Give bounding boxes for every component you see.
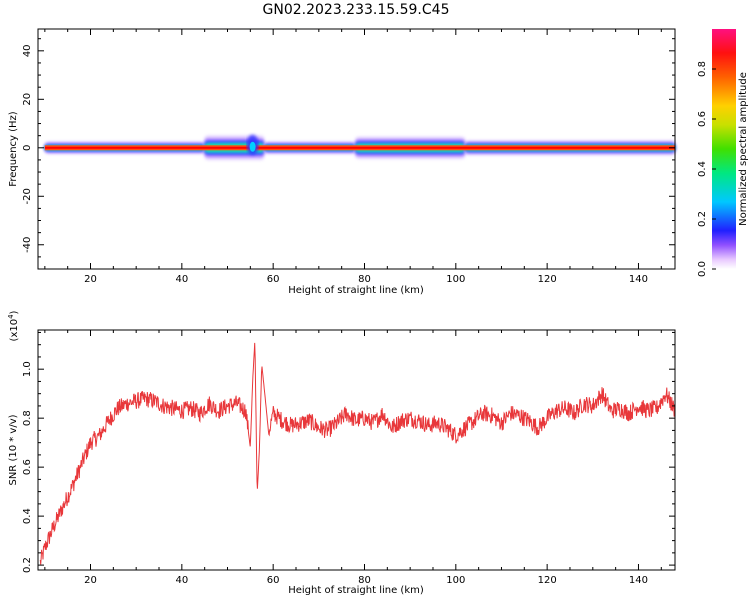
colorbar-ticks: 0.0 0.2 0.4 0.6 0.8 xyxy=(697,61,716,277)
colorbar-tick-label: 0.4 xyxy=(697,161,708,177)
snr-xtick-label: 80 xyxy=(358,575,371,586)
colorbar-tick-label: 0.0 xyxy=(697,261,708,277)
colorbar-label: Normalized spectral amplitude xyxy=(738,72,749,226)
snr-ytick-label: 0.8 xyxy=(22,410,33,426)
snr-xticks: 20 40 60 80 100 120 140 xyxy=(44,330,662,586)
colorbar-gradient xyxy=(712,29,736,269)
snr-xtick-label: 20 xyxy=(84,575,97,586)
snr-multiplier-base: (x10 xyxy=(9,319,20,342)
spectrogram-ylabel: Frequency (Hz) xyxy=(8,111,19,187)
colorbar-tick-label: 0.6 xyxy=(697,111,708,127)
spectrogram-xtick-label: 60 xyxy=(267,274,280,285)
spectrogram-ytick-label: -20 xyxy=(22,188,33,204)
snr-yticks: 0.2 0.4 0.6 0.8 1.0 xyxy=(22,331,675,573)
band-core-peak xyxy=(44,146,675,149)
snr-ytick-label: 0.6 xyxy=(22,459,33,475)
spectrogram-ytick-label: 20 xyxy=(22,93,33,106)
spectrogram-xtick-label: 140 xyxy=(629,274,648,285)
snr-xtick-label: 60 xyxy=(267,575,280,586)
snr-xtick-label: 140 xyxy=(629,575,648,586)
spectrogram-ytick-label: 0 xyxy=(22,145,33,151)
snr-ytick-label: 1.0 xyxy=(22,361,33,377)
spectrogram-xtick-label: 80 xyxy=(358,274,371,285)
spectrogram-xtick-label: 40 xyxy=(175,274,188,285)
spectrogram-xtick-label: 120 xyxy=(538,274,557,285)
snr-ylabel: SNR (10 * v/v) xyxy=(8,414,19,485)
spectrogram-ytick-label: 40 xyxy=(22,44,33,57)
snr-xtick-label: 40 xyxy=(175,575,188,586)
snr-panel: 20 40 60 80 100 120 140 0.2 0.4 0.6 0.8 1.0 Height… xyxy=(7,310,676,596)
snr-multiplier-close: ) xyxy=(9,310,20,314)
spectrogram-xtick-label: 100 xyxy=(446,274,465,285)
colorbar-tick-label: 0.2 xyxy=(697,211,708,227)
snr-multiplier: (x104) xyxy=(7,310,20,341)
spectrogram-panel: 20 40 60 80 100 120 140 -40 -20 0 20 40 Height of … xyxy=(8,28,676,296)
snr-ytick-label: 0.2 xyxy=(22,557,33,573)
colorbar: 0.0 0.2 0.4 0.6 0.8 Normalized spectral ampl… xyxy=(697,29,749,277)
spectrogram-yticks: -40 -20 0 20 40 xyxy=(22,38,675,270)
band-distortion-core xyxy=(249,141,256,152)
figure-title: GN02.2023.233.15.59.C45 xyxy=(263,2,450,18)
snr-line xyxy=(39,342,676,565)
spectrogram-ytick-label: -40 xyxy=(22,237,33,253)
spectrogram-frame xyxy=(37,28,676,270)
spectrogram-band xyxy=(44,134,675,160)
spectrogram-xticks: 20 40 60 80 100 120 140 xyxy=(44,29,662,285)
snr-xtick-label: 100 xyxy=(446,575,465,586)
snr-xlabel: Height of straight line (km) xyxy=(288,585,424,596)
snr-ytick-label: 0.4 xyxy=(22,508,33,524)
snr-multiplier-exp: 4 xyxy=(7,314,15,319)
snr-frame xyxy=(37,329,676,571)
snr-xtick-label: 120 xyxy=(538,575,557,586)
spectrogram-xtick-label: 20 xyxy=(84,274,97,285)
spectrogram-xlabel: Height of straight line (km) xyxy=(288,285,424,296)
colorbar-tick-label: 0.8 xyxy=(697,61,708,77)
